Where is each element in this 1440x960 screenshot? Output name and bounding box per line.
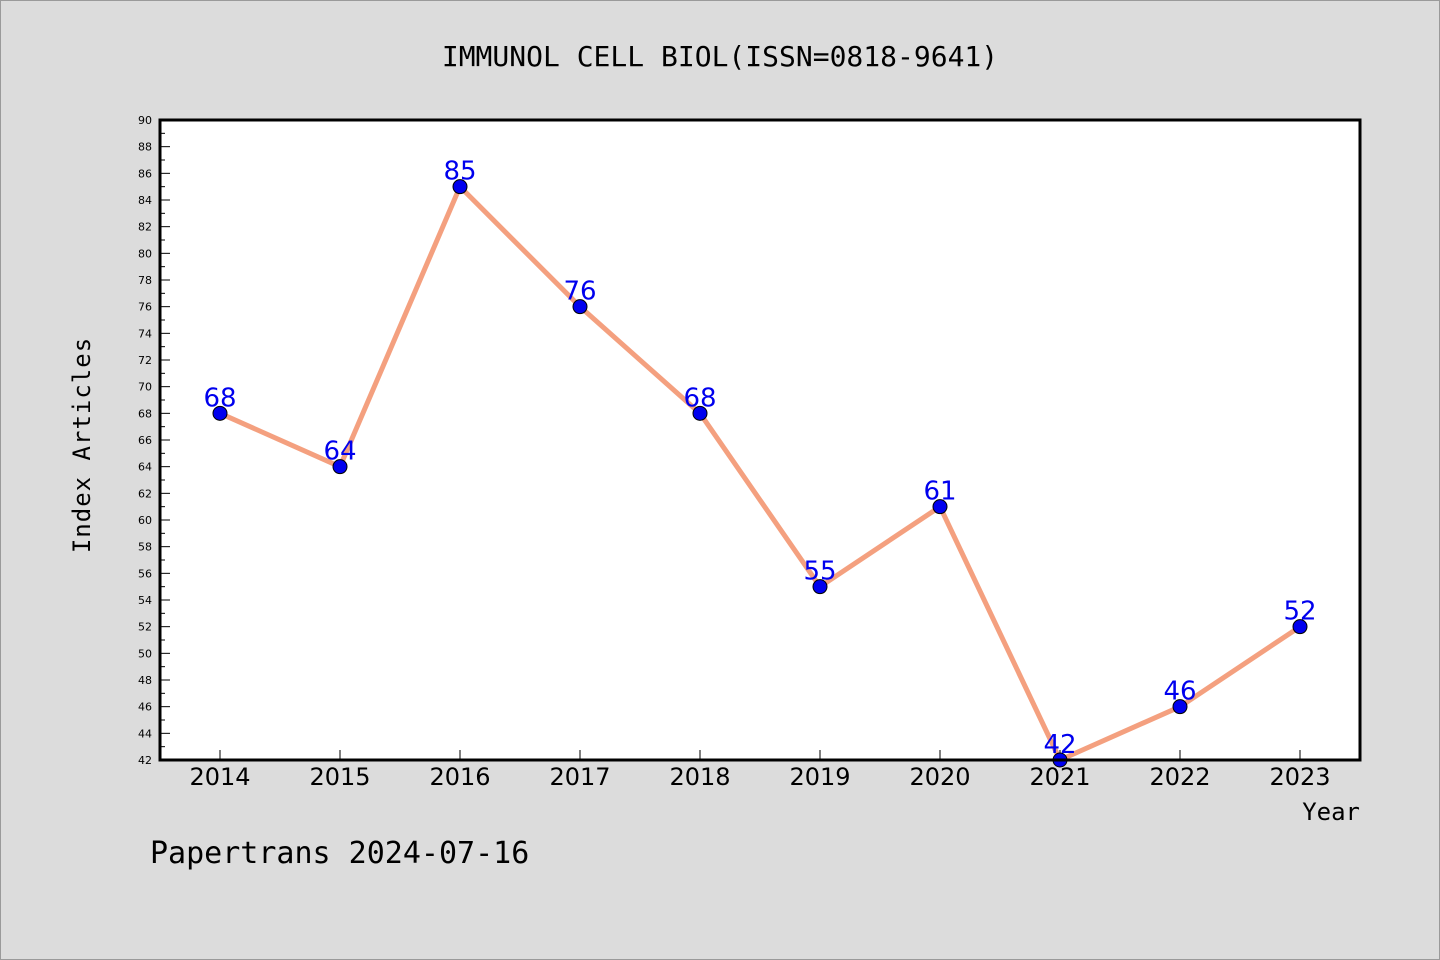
data-label: 61 <box>923 477 956 507</box>
data-label: 42 <box>1043 730 1076 760</box>
data-label: 52 <box>1283 597 1316 627</box>
x-tick-label: 2014 <box>189 763 250 791</box>
x-tick-label: 2015 <box>309 763 370 791</box>
y-tick-label: 68 <box>138 407 152 420</box>
y-tick-label: 70 <box>138 381 152 394</box>
x-tick-label: 2021 <box>1029 763 1090 791</box>
data-label: 76 <box>563 277 596 307</box>
y-tick-label: 60 <box>138 514 152 527</box>
data-label: 64 <box>323 437 356 467</box>
plot-area <box>160 120 1360 760</box>
footer-stamp: Papertrans 2024-07-16 <box>150 836 529 871</box>
y-tick-label: 56 <box>138 567 152 580</box>
y-tick-label: 90 <box>138 114 152 127</box>
series-line <box>218 184 1302 763</box>
data-label: 85 <box>443 157 476 187</box>
data-label: 68 <box>683 383 716 413</box>
data-label: 68 <box>203 383 236 413</box>
x-tick-label: 2020 <box>909 763 970 791</box>
series-markers <box>212 179 1308 768</box>
y-tick-label: 80 <box>138 247 152 260</box>
y-tick-label: 82 <box>138 221 152 234</box>
y-tick-label: 76 <box>138 301 152 314</box>
y-tick-label: 54 <box>138 594 152 607</box>
y-tick-label: 48 <box>138 674 152 687</box>
y-tick-label: 50 <box>138 647 152 660</box>
y-tick-label: 64 <box>138 461 152 474</box>
data-label: 46 <box>1163 677 1196 707</box>
y-tick-label: 66 <box>138 434 152 447</box>
y-tick-label: 52 <box>138 621 152 634</box>
data-point <box>1172 699 1188 715</box>
y-tick-label: 44 <box>138 727 152 740</box>
y-axis-label: Index Articles <box>68 337 96 553</box>
y-tick-label: 78 <box>138 274 152 287</box>
y-tick-label: 88 <box>138 141 152 154</box>
x-axis: 2014 2015 2016 2017 2018 2019 2020 2021 2022 2023 <box>189 750 1331 791</box>
x-tick-label: 2018 <box>669 763 730 791</box>
plot-border <box>158 118 1362 762</box>
x-tick-label: 2017 <box>549 763 610 791</box>
y-tick-label: 72 <box>138 354 152 367</box>
data-point <box>212 405 228 421</box>
x-tick-label: 2016 <box>429 763 490 791</box>
x-tick-label: 2019 <box>789 763 850 791</box>
y-tick-label: 86 <box>138 167 152 180</box>
data-point <box>332 459 348 475</box>
data-point <box>1292 619 1308 635</box>
y-tick-label: 84 <box>138 194 152 207</box>
data-labels: 68 64 85 76 68 55 61 42 46 52 <box>203 157 1316 760</box>
x-tick-label: 2022 <box>1149 763 1210 791</box>
y-tick-label: 42 <box>138 754 152 767</box>
data-label: 55 <box>803 557 836 587</box>
y-tick-label: 62 <box>138 487 152 500</box>
y-tick-label: 74 <box>138 327 152 340</box>
y-axis: 42 44 46 48 50 52 54 56 58 60 62 64 66 68 70 72 74 76 78 80… <box>138 114 170 767</box>
data-point <box>932 499 948 515</box>
data-point <box>812 579 828 595</box>
x-tick-label: 2023 <box>1269 763 1330 791</box>
chart-title: IMMUNOL CELL BIOL(ISSN=0818-9641) <box>442 40 998 73</box>
y-tick-label: 58 <box>138 541 152 554</box>
y-tick-label: 46 <box>138 701 152 714</box>
data-point <box>452 179 468 195</box>
data-point <box>692 405 708 421</box>
x-axis-label: Year <box>1302 798 1360 826</box>
data-point <box>572 299 588 315</box>
